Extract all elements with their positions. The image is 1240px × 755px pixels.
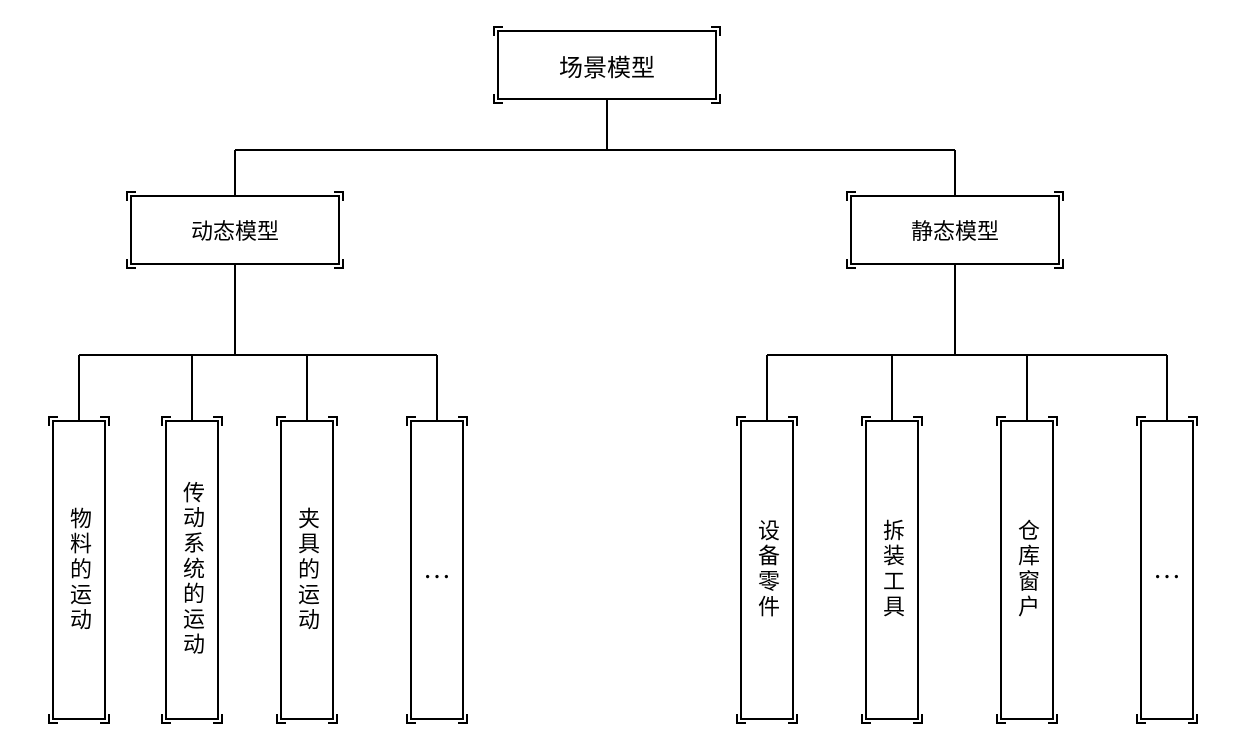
node-leaf-more2-label: …: [1153, 554, 1181, 586]
node-leaf-more1-label: …: [423, 554, 451, 586]
node-leaf-warehouse-label: 仓库窗户: [1011, 519, 1043, 620]
node-leaf-tools: 拆装工具: [865, 420, 919, 720]
node-root: 场景模型: [497, 30, 717, 100]
node-static: 静态模型: [850, 195, 1060, 265]
node-leaf-fixture-label: 夹具的运动: [291, 507, 323, 634]
node-dynamic: 动态模型: [130, 195, 340, 265]
node-leaf-warehouse: 仓库窗户: [1000, 420, 1054, 720]
node-leaf-material: 物料的运动: [52, 420, 106, 720]
node-leaf-drive: 传动系统的运动: [165, 420, 219, 720]
node-leaf-fixture: 夹具的运动: [280, 420, 334, 720]
node-leaf-parts-label: 设备零件: [751, 519, 783, 620]
node-leaf-more2: …: [1140, 420, 1194, 720]
node-leaf-more1: …: [410, 420, 464, 720]
node-leaf-tools-label: 拆装工具: [876, 519, 908, 620]
node-dynamic-label: 动态模型: [191, 214, 279, 246]
node-leaf-drive-label: 传动系统的运动: [176, 481, 208, 658]
node-root-label: 场景模型: [559, 48, 655, 83]
node-static-label: 静态模型: [911, 214, 999, 246]
node-leaf-parts: 设备零件: [740, 420, 794, 720]
node-leaf-material-label: 物料的运动: [63, 507, 95, 634]
